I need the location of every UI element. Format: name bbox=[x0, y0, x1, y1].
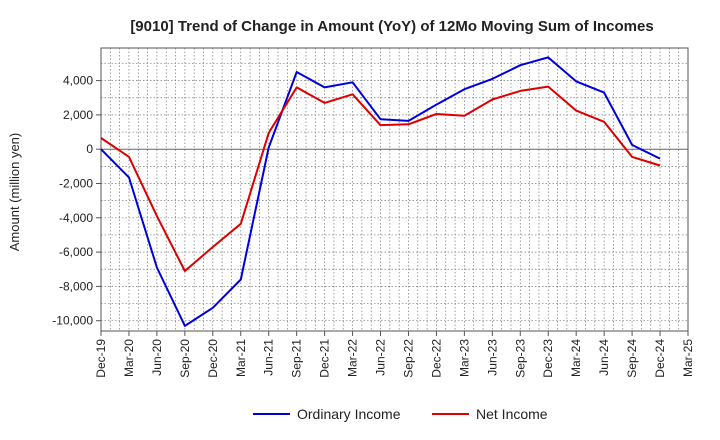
x-tick-label: Sep-21 bbox=[290, 339, 304, 378]
legend-label: Ordinary Income bbox=[297, 406, 401, 422]
y-tick-label: -6,000 bbox=[59, 245, 93, 259]
y-tick-label: 4,000 bbox=[63, 74, 93, 88]
x-tick-label: Jun-22 bbox=[374, 339, 388, 376]
x-tick-label: Dec-22 bbox=[429, 339, 443, 378]
y-tick-label: -10,000 bbox=[52, 314, 93, 328]
x-tick-label: Mar-21 bbox=[234, 339, 248, 377]
x-tick-label: Dec-23 bbox=[541, 339, 555, 378]
x-tick-label: Mar-20 bbox=[122, 339, 136, 377]
x-tick-label: Jun-20 bbox=[150, 339, 164, 376]
x-tick-label: Sep-22 bbox=[401, 339, 415, 378]
x-tick-label: Sep-23 bbox=[513, 339, 527, 378]
x-tick-label: Dec-19 bbox=[94, 339, 108, 378]
x-tick-label: Dec-20 bbox=[206, 339, 220, 378]
x-tick-label: Jun-24 bbox=[597, 339, 611, 376]
x-tick-label: Mar-22 bbox=[346, 339, 360, 377]
x-tick-label: Mar-25 bbox=[681, 339, 695, 377]
x-tick-label: Jun-23 bbox=[485, 339, 499, 376]
chart-title: [9010] Trend of Change in Amount (YoY) o… bbox=[130, 18, 653, 35]
y-tick-label: 2,000 bbox=[63, 108, 93, 122]
x-tick-label: Sep-24 bbox=[625, 339, 639, 378]
x-tick-label: Dec-24 bbox=[653, 339, 667, 378]
series-line-ordinary-income bbox=[100, 56, 661, 327]
x-tick-label: Mar-23 bbox=[457, 339, 471, 377]
y-tick-label: -2,000 bbox=[59, 176, 93, 190]
y-tick-label: 0 bbox=[86, 142, 93, 156]
legend: Ordinary Income Net Income bbox=[253, 406, 548, 422]
legend-label: Net Income bbox=[476, 406, 548, 422]
plot-area: -10,000 -8,000 -6,000 -4,000 -2,000 0 2,000 4,0… bbox=[52, 47, 695, 378]
plot-frame bbox=[100, 47, 689, 332]
x-tick-label: Mar-24 bbox=[569, 339, 583, 377]
y-tick-label: -4,000 bbox=[59, 211, 93, 225]
series-line-net-income bbox=[100, 85, 661, 272]
x-tick-label: Dec-21 bbox=[318, 339, 332, 378]
y-axis-label: Amount (million yen) bbox=[7, 133, 22, 252]
y-tick-label: -8,000 bbox=[59, 279, 93, 293]
x-tick-label: Sep-20 bbox=[178, 339, 192, 378]
x-tick-label: Jun-21 bbox=[262, 339, 276, 376]
plot-background bbox=[101, 48, 688, 331]
